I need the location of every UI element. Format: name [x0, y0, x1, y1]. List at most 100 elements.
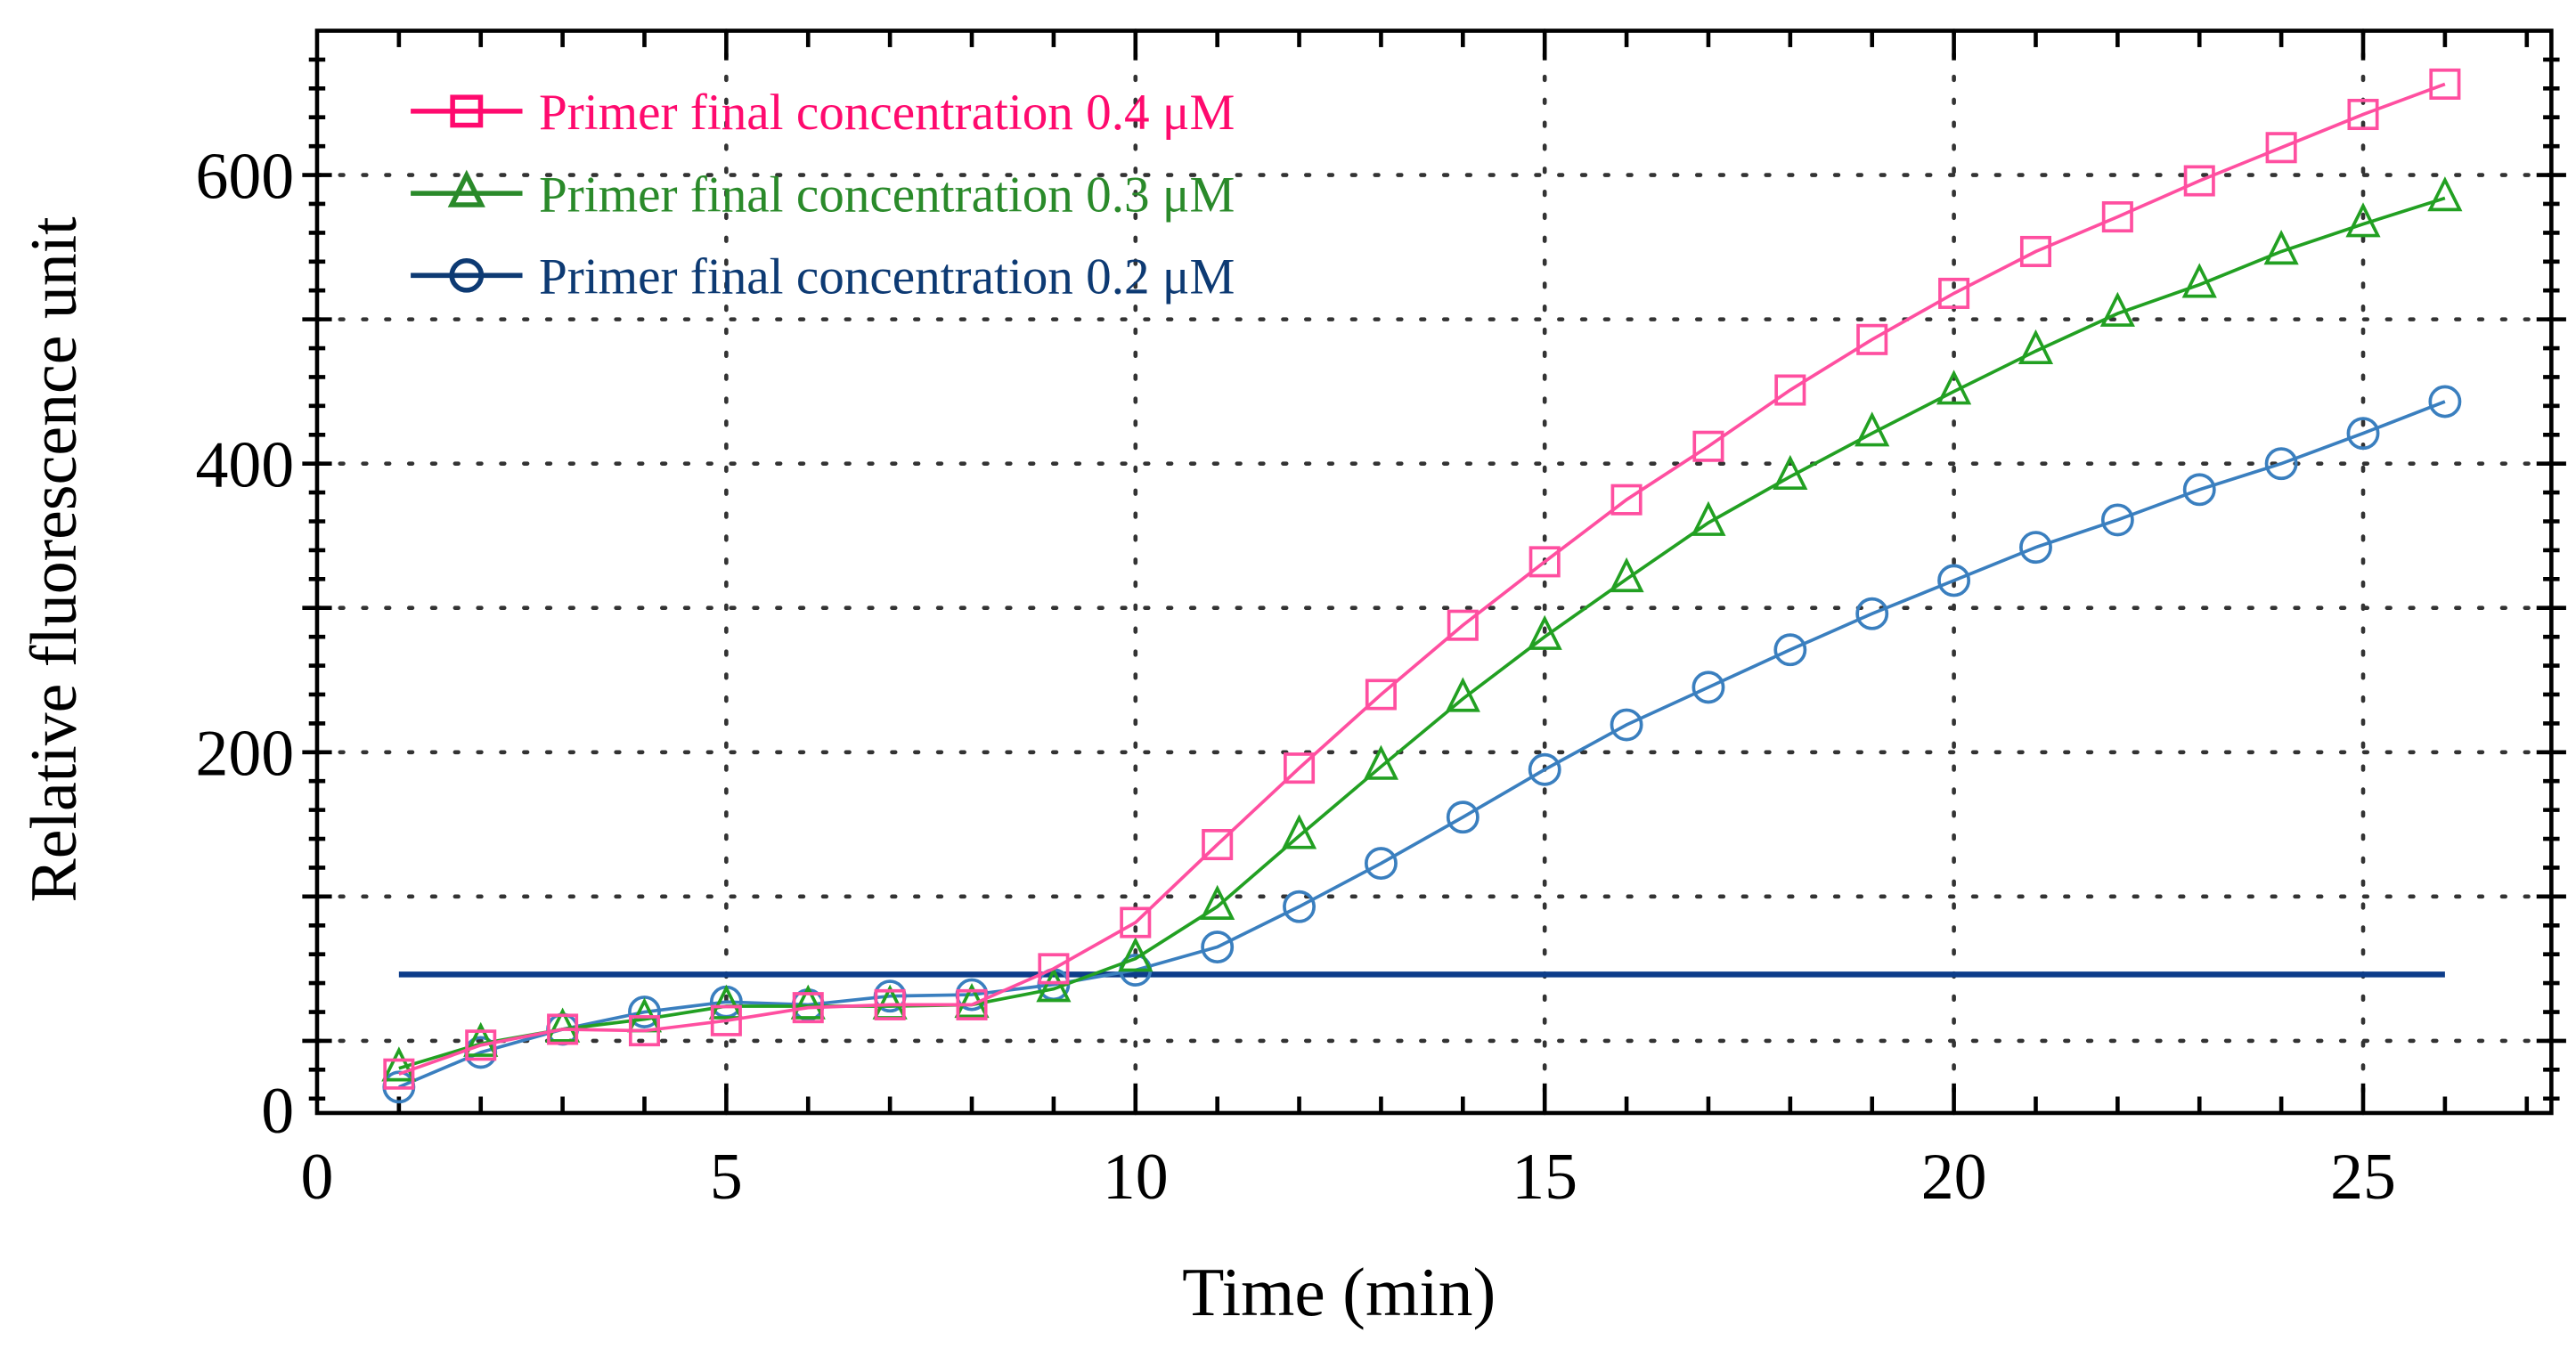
triangle-marker — [1773, 454, 1808, 491]
square-marker — [450, 94, 484, 128]
triangle-marker — [447, 169, 485, 207]
circle-marker — [1446, 800, 1480, 834]
circle-marker — [1855, 597, 1889, 630]
x-tick-label: 25 — [2330, 1140, 2396, 1213]
circle-marker — [1937, 564, 1971, 597]
circle-marker — [1692, 670, 1725, 704]
circle-marker — [449, 257, 485, 293]
tick-labels: 0 5 10 15 20 25 0 200 400 600 — [195, 139, 2395, 1212]
circle-marker — [1610, 708, 1643, 742]
triangle-marker — [545, 1007, 581, 1043]
legend-label: Primer final concentration 0.3 μM — [539, 167, 1235, 223]
x-tick-label: 0 — [301, 1140, 334, 1213]
triangle-marker — [2018, 329, 2054, 365]
y-tick-label: 0 — [261, 1074, 294, 1147]
triangle-marker — [790, 984, 826, 1020]
y-tick-label: 600 — [195, 139, 294, 212]
square-marker — [383, 1058, 415, 1090]
legend-label: Primer final concentration 0.4 μM — [539, 85, 1235, 141]
triangle-marker — [1281, 814, 1317, 849]
square-marker — [1692, 430, 1724, 462]
square-marker — [1528, 546, 1561, 578]
square-marker — [1938, 277, 1970, 309]
series-group — [381, 68, 2463, 1104]
circle-marker — [2264, 447, 2298, 481]
triangle-marker — [1036, 967, 1072, 1003]
series-circle — [382, 385, 2462, 1104]
square-marker — [874, 988, 906, 1020]
square-marker — [1856, 323, 1888, 355]
triangle-marker — [1200, 884, 1235, 920]
triangle-marker — [381, 1046, 417, 1082]
grid — [314, 28, 2554, 1116]
y-tick-label: 200 — [195, 717, 294, 790]
square-marker — [1038, 953, 1070, 985]
y-tick-label: 400 — [195, 428, 294, 501]
square-marker — [1365, 679, 1397, 711]
legend-item: Primer final concentration 0.3 μM — [411, 167, 1235, 223]
series-triangle — [381, 176, 2463, 1082]
circle-marker — [2346, 417, 2380, 451]
x-tick-label: 15 — [1512, 1140, 1577, 1213]
triangle-marker — [463, 1021, 499, 1057]
triangle-marker — [1118, 937, 1153, 972]
square-marker — [1284, 752, 1316, 784]
triangle-marker — [1609, 557, 1644, 593]
circle-marker — [1283, 890, 1316, 923]
x-tick-label: 10 — [1103, 1140, 1169, 1213]
series-line — [398, 82, 2446, 1076]
triangle-marker — [1363, 744, 1399, 780]
square-marker — [547, 1013, 579, 1045]
circle-marker — [2428, 385, 2462, 419]
square-marker — [628, 1015, 661, 1047]
triangle-marker — [872, 984, 908, 1020]
legend-label: Primer final concentration 0.2 μM — [539, 249, 1235, 305]
legend-item: Primer final concentration 0.2 μM — [411, 249, 1235, 305]
square-marker — [710, 1004, 742, 1036]
square-marker — [2429, 68, 2461, 100]
circle-marker — [2182, 473, 2216, 507]
square-marker — [2183, 165, 2215, 197]
square-marker — [1202, 828, 1234, 861]
circle-marker — [628, 995, 661, 1028]
square-marker — [956, 988, 988, 1020]
circle-marker — [1364, 847, 1398, 881]
triangle-marker — [2181, 263, 2217, 298]
series-line — [398, 196, 2446, 1070]
triangle-marker — [2263, 230, 2299, 265]
triangle-marker — [1691, 500, 1726, 536]
triangle-marker — [2099, 291, 2135, 327]
circle-marker — [1528, 752, 1561, 786]
triangle-marker — [1527, 614, 1562, 650]
triangle-marker — [1936, 370, 1972, 405]
square-marker — [465, 1029, 497, 1061]
legend: Primer final concentration 0.4 μM Primer … — [411, 85, 1235, 305]
triangle-marker — [2345, 202, 2381, 238]
square-marker — [2019, 235, 2052, 267]
triangle-marker — [2427, 176, 2463, 212]
triangle-marker — [1445, 677, 1480, 712]
triangle-marker — [1855, 411, 1890, 447]
square-marker — [1774, 374, 1806, 406]
y-axis-label: Relative fluorescence unit — [17, 216, 90, 903]
square-marker — [2347, 98, 2379, 131]
square-marker — [1447, 609, 1479, 641]
square-marker — [1120, 906, 1152, 939]
circle-marker — [2100, 503, 2134, 537]
plot-frame — [314, 28, 2554, 1116]
triangle-marker — [708, 984, 744, 1020]
circle-marker — [2019, 531, 2052, 565]
x-tick-label: 5 — [710, 1140, 743, 1213]
x-tick-label: 20 — [1921, 1140, 1987, 1213]
circle-marker — [1773, 633, 1807, 667]
series-line — [398, 400, 2446, 1089]
square-marker — [2101, 201, 2133, 233]
series-square — [383, 68, 2461, 1090]
circle-marker — [1201, 930, 1235, 964]
x-axis-label: Time (min) — [1182, 1254, 1496, 1330]
square-marker — [1610, 484, 1643, 516]
square-marker — [792, 992, 824, 1024]
legend-item: Primer final concentration 0.4 μM — [411, 85, 1235, 141]
square-marker — [2265, 132, 2297, 164]
